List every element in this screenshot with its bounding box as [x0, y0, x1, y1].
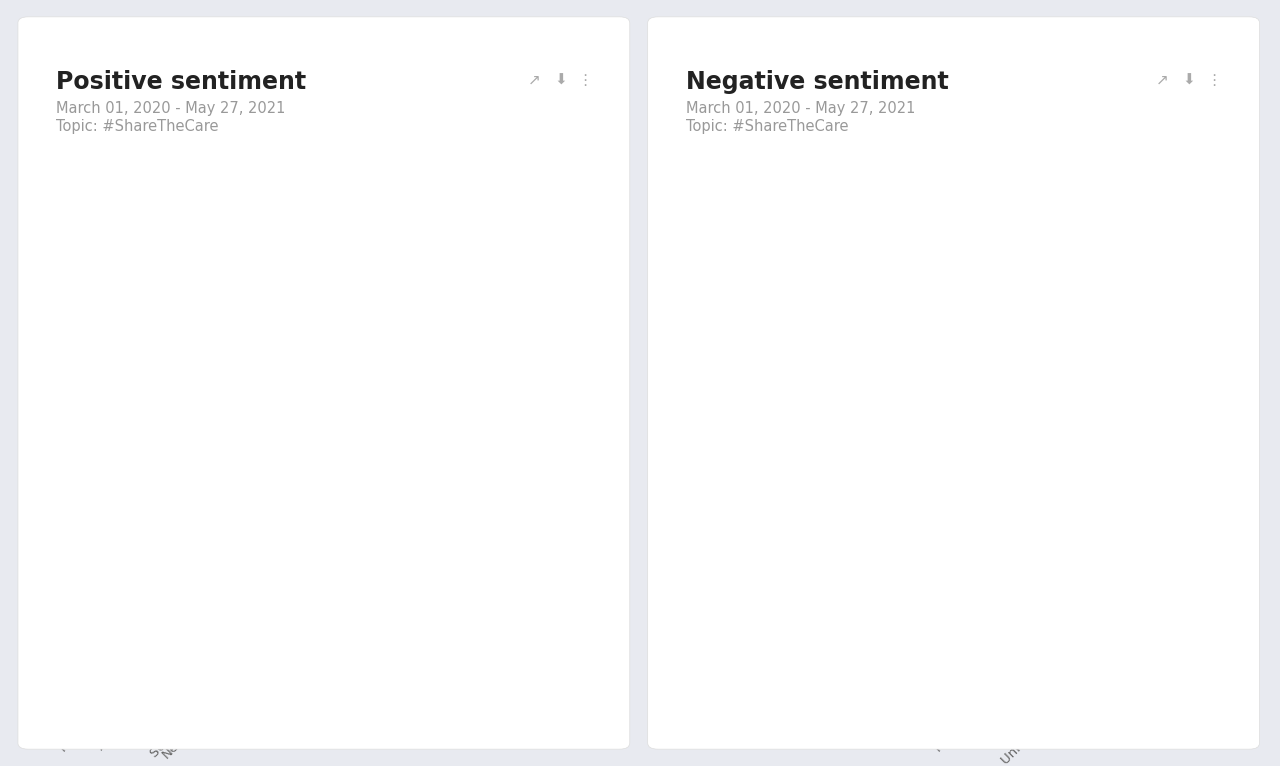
Text: Topic: #ShareTheCare: Topic: #ShareTheCare [686, 119, 849, 134]
Bar [539, 682, 548, 689]
Bar [186, 637, 195, 689]
Text: Negative sentiment: Negative sentiment [686, 70, 948, 94]
Bar [246, 673, 256, 689]
Bar [221, 666, 232, 689]
Text: ⋮: ⋮ [1206, 73, 1221, 88]
Bar [466, 682, 475, 689]
Bar [1059, 673, 1084, 689]
Bar [234, 669, 243, 689]
Text: ⬇: ⬇ [1183, 73, 1196, 88]
Bar [741, 349, 767, 689]
Bar [479, 682, 488, 689]
Bar [940, 657, 965, 689]
Bar [781, 430, 806, 689]
Text: ↗: ↗ [1156, 73, 1169, 88]
Text: March 01, 2020 - May 27, 2021: March 01, 2020 - May 27, 2021 [56, 101, 285, 116]
Bar [380, 682, 389, 689]
Bar [563, 682, 572, 689]
Text: ↗: ↗ [527, 73, 540, 88]
Bar [417, 682, 426, 689]
Text: ⋮: ⋮ [577, 73, 593, 88]
Bar [442, 682, 451, 689]
Bar [404, 682, 413, 689]
Text: Topic: #ShareTheCare: Topic: #ShareTheCare [56, 119, 219, 134]
Bar [307, 682, 316, 689]
Bar [332, 682, 340, 689]
Bar [259, 673, 268, 689]
Bar [503, 682, 512, 689]
Bar [527, 682, 536, 689]
Bar [344, 682, 353, 689]
Bar [552, 682, 561, 689]
Bar [860, 624, 886, 689]
Bar [197, 657, 206, 689]
Bar [453, 682, 463, 689]
Bar [113, 509, 122, 689]
Bar [429, 682, 439, 689]
Bar [1019, 673, 1044, 689]
Bar [369, 682, 378, 689]
Bar [515, 682, 524, 689]
Bar [1178, 673, 1203, 689]
Bar [283, 677, 292, 689]
Bar [576, 682, 585, 689]
Bar [320, 682, 329, 689]
Y-axis label: Mentions: Mentions [47, 450, 60, 507]
Bar [124, 553, 133, 689]
Bar [148, 601, 157, 689]
Bar [1098, 673, 1124, 689]
Bar [296, 682, 305, 689]
Y-axis label: Mentions: Mentions [685, 450, 699, 507]
Bar [210, 666, 219, 689]
Bar [137, 585, 146, 689]
Bar [490, 682, 499, 689]
Text: ⬇: ⬇ [554, 73, 567, 88]
Bar [173, 633, 182, 689]
Bar [356, 682, 365, 689]
Bar [820, 608, 846, 689]
Bar [161, 633, 170, 689]
Text: Positive sentiment: Positive sentiment [56, 70, 306, 94]
Bar [1138, 673, 1164, 689]
Text: March 01, 2020 - May 27, 2021: March 01, 2020 - May 27, 2021 [686, 101, 915, 116]
Bar [271, 677, 280, 689]
Bar [900, 624, 925, 689]
Bar [393, 682, 402, 689]
Bar [979, 673, 1005, 689]
Bar [100, 345, 109, 689]
